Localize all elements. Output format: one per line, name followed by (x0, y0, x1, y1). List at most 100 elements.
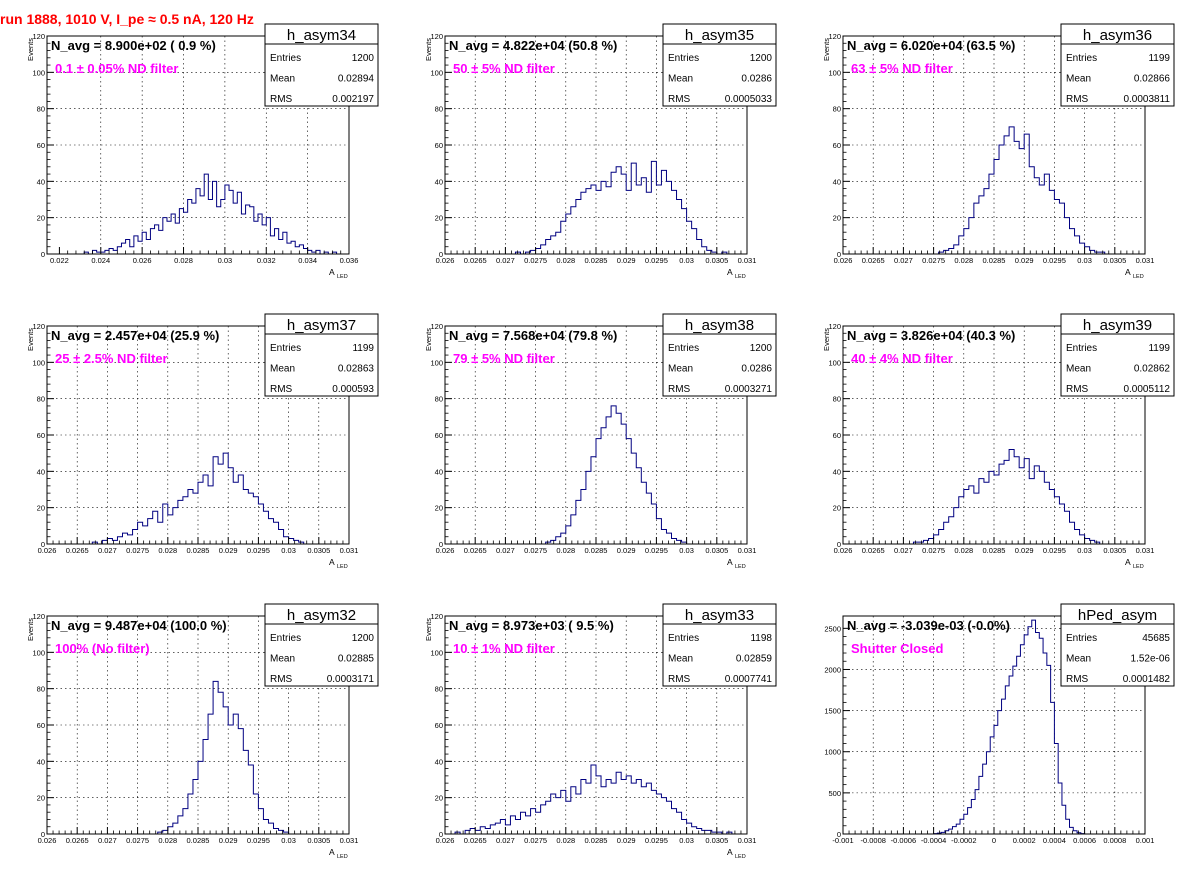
x-tick-label: 0.029 (1015, 546, 1034, 555)
x-tick-label: 0.0285 (585, 546, 608, 555)
y-tick-label: 20 (435, 794, 443, 803)
stats-value: 0.0007741 (725, 674, 773, 685)
y-tick-label: 80 (37, 685, 45, 694)
y-tick-label: 100 (32, 358, 45, 367)
x-tick-label: 0.0265 (66, 836, 89, 845)
y-tick-label: 100 (32, 68, 45, 77)
x-tick-label: 0.036 (340, 256, 359, 265)
histogram-panel-h_asym33: 0.026 0.0265 0.027 0.0275 0.028 0.0285 0.029 0.… (424, 603, 777, 860)
stats-box (264, 23, 379, 107)
x-axis-title-subscript: LED (735, 854, 746, 860)
histogram-panel-h_asym38: 0.026 0.0265 0.027 0.0275 0.028 0.0285 0.029 0.… (424, 313, 777, 570)
filter-annotation: 100% (No filter) (55, 641, 150, 656)
x-axis-title: A (727, 847, 733, 857)
x-tick-label: 0.0305 (307, 546, 330, 555)
x-axis-title-subscript: LED (735, 274, 746, 280)
x-tick-label: 0.03 (679, 836, 694, 845)
x-tick-label: 0.0285 (585, 256, 608, 265)
histogram-name: h_asym34 (287, 27, 356, 44)
x-tick-label: 0.026 (38, 836, 57, 845)
y-tick-label: 0 (439, 540, 443, 549)
x-axis-title: A (727, 557, 733, 567)
stats-value: 1200 (750, 53, 773, 64)
x-tick-label: 0.026 (436, 546, 455, 555)
y-tick-label: 1500 (824, 707, 841, 716)
y-tick-label: 80 (37, 395, 45, 404)
stats-box (264, 603, 379, 687)
filter-annotation: 40 ± 4% ND filter (851, 351, 953, 366)
stats-value: 0.0005033 (725, 94, 773, 105)
stats-label: Mean (668, 74, 693, 85)
stats-value: 0.0003271 (725, 384, 773, 395)
navg-label: N_avg = 3.826e+04 (40.3 %) (847, 328, 1015, 343)
x-tick-label: 0.03 (281, 836, 296, 845)
y-tick-label: 100 (828, 68, 841, 77)
y-tick-label: 0 (41, 830, 45, 839)
y-tick-label: 120 (430, 612, 443, 621)
y-tick-label: 60 (37, 431, 45, 440)
x-tick-label: 0.032 (257, 256, 276, 265)
x-tick-label: 0.0006 (1073, 836, 1096, 845)
y-tick-label: 120 (828, 322, 841, 331)
x-tick-label: 0.034 (298, 256, 317, 265)
stats-label: RMS (668, 674, 691, 685)
y-tick-label: 100 (32, 648, 45, 657)
x-tick-label: 0.0285 (983, 546, 1006, 555)
x-tick-label: 0.0295 (247, 546, 270, 555)
x-axis-title: A (329, 557, 335, 567)
y-tick-label: 20 (435, 214, 443, 223)
x-axis-title-subscript: LED (337, 274, 348, 280)
filter-annotation: 79 ± 5% ND filter (453, 351, 555, 366)
stats-value: 0.000593 (332, 384, 374, 395)
x-tick-label: 0.028 (556, 836, 575, 845)
x-tick-label: 0.027 (496, 546, 515, 555)
y-tick-label: 20 (833, 214, 841, 223)
y-tick-label: 100 (828, 358, 841, 367)
stats-label: RMS (1066, 674, 1089, 685)
x-tick-label: 0.0285 (585, 836, 608, 845)
stats-value: 1198 (750, 633, 772, 644)
x-tick-label: 0.027 (98, 546, 117, 555)
x-tick-label: 0.027 (894, 256, 913, 265)
y-tick-label: 80 (37, 105, 45, 114)
y-tick-label: 100 (430, 358, 443, 367)
filter-annotation: 63 ± 5% ND filter (851, 61, 953, 76)
stats-box (1060, 603, 1175, 687)
stats-value: 0.0286 (741, 364, 772, 375)
x-tick-label: -0.0008 (860, 836, 885, 845)
x-tick-label: 0.0305 (307, 836, 330, 845)
y-tick-label: 120 (32, 322, 45, 331)
stats-value: 0.0005112 (1123, 384, 1170, 395)
y-tick-label: 2000 (824, 665, 841, 674)
y-tick-label: 0 (837, 830, 841, 839)
histogram-panel-h_asym39: 0.026 0.0265 0.027 0.0275 0.028 0.0285 0.029 0.… (822, 313, 1175, 570)
stats-value: 0.02859 (736, 654, 773, 665)
x-tick-label: 0 (992, 836, 996, 845)
y-tick-label: 40 (833, 177, 841, 186)
x-tick-label: 0.0295 (645, 256, 668, 265)
stats-label: Entries (270, 343, 301, 354)
y-tick-label: 60 (37, 141, 45, 150)
y-tick-label: 0 (837, 250, 841, 259)
histogram-series (47, 680, 349, 835)
filter-annotation: 50 ± 5% ND filter (453, 61, 555, 76)
y-tick-label: 0 (41, 250, 45, 259)
y-tick-label: 80 (833, 105, 841, 114)
x-tick-label: 0.0265 (862, 546, 885, 555)
x-tick-label: 0.031 (738, 546, 757, 555)
x-tick-label: 0.0265 (464, 256, 487, 265)
stats-label: Mean (1066, 364, 1091, 375)
x-tick-label: 0.0305 (705, 836, 728, 845)
stats-box (662, 313, 777, 397)
histogram-panel-hPed_asym: -0.001 -0.0008 -0.0006 -0.0004 -0.0002 0 0.000… (824, 603, 1175, 845)
x-tick-label: 0.029 (617, 256, 636, 265)
x-tick-label: 0.022 (50, 256, 69, 265)
histogram-series (47, 173, 349, 255)
x-tick-label: 0.026 (834, 256, 853, 265)
x-tick-label: 0.0275 (126, 836, 149, 845)
x-tick-label: 0.027 (98, 836, 117, 845)
histogram-panel-h_asym32: 0.026 0.0265 0.027 0.0275 0.028 0.0285 0.029 0.… (26, 603, 379, 860)
stats-label: Mean (270, 74, 295, 85)
x-tick-label: 0.028 (954, 546, 973, 555)
